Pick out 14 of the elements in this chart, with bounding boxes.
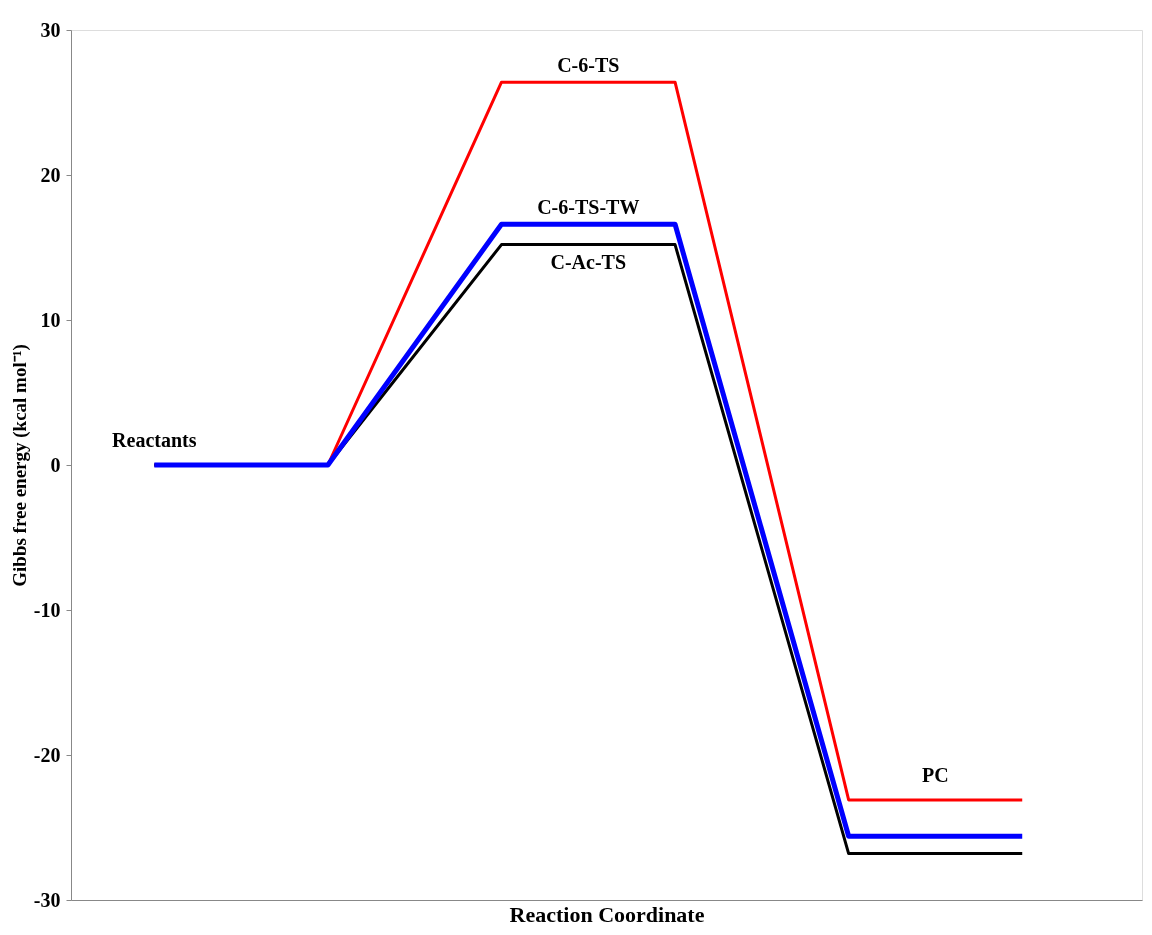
annotation: PC [922,763,949,786]
series-label: C-Ac-TS [550,250,627,273]
y-tick-label: 20 [40,163,61,186]
y-tick-label: 30 [40,18,61,41]
y-tick-label: -10 [33,598,61,621]
x-axis-title: Reaction Coordinate [509,901,705,927]
y-axis-title: Gibbs free energy (kcal mol⁻¹) [8,344,31,587]
series-label: C-6-TS-TW [537,196,640,219]
series-label: C-6-TS [557,54,620,77]
y-tick-label: -20 [33,743,61,766]
y-tick-label: -30 [33,888,61,911]
y-tick-label: 10 [40,308,61,331]
annotation: Reactants [112,429,197,451]
y-tick-label: 0 [50,453,61,476]
